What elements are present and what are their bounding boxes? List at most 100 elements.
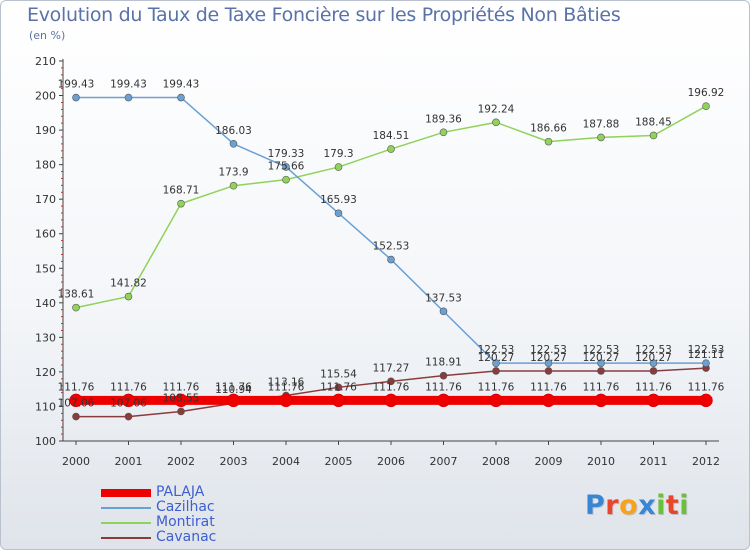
y-tick-label: 150 — [35, 262, 56, 275]
data-label: 196.92 — [688, 87, 725, 99]
data-point — [69, 393, 83, 408]
x-tick-label: 2003 — [220, 455, 248, 468]
data-label: 111.76 — [320, 381, 357, 393]
x-tick-label: 2006 — [377, 455, 405, 468]
data-label: 121.11 — [688, 349, 725, 361]
y-tick-label: 190 — [35, 124, 56, 137]
legend-label: Cazilhac — [156, 499, 215, 515]
y-tick-label: 200 — [35, 90, 56, 103]
y-tick-label: 140 — [35, 297, 56, 310]
logo-letter: P — [585, 490, 606, 521]
data-point — [439, 307, 448, 316]
data-point — [439, 128, 448, 137]
data-point — [492, 118, 500, 127]
data-point — [597, 359, 605, 367]
data-label: 111.76 — [425, 381, 462, 393]
legend-item: PALAJA — [101, 484, 301, 500]
legend-item: Cavanac — [101, 529, 301, 545]
data-point — [387, 255, 395, 264]
x-tick-label: 2010 — [587, 455, 615, 468]
logo-letter: t — [665, 490, 680, 521]
data-point — [384, 393, 398, 408]
data-point — [649, 131, 658, 140]
data-label: 192.24 — [478, 103, 515, 115]
y-tick-label: 130 — [35, 331, 56, 344]
data-label: 179.3 — [323, 148, 353, 160]
data-point — [649, 367, 658, 375]
legend-label: Montirat — [156, 514, 215, 530]
data-point — [489, 393, 503, 408]
data-label: 122.53 — [635, 344, 672, 356]
data-label: 111.76 — [478, 381, 515, 393]
data-point — [436, 393, 451, 408]
data-point — [72, 93, 80, 102]
data-label: 168.71 — [163, 185, 200, 197]
data-label: 115.54 — [320, 368, 357, 380]
y-tick-label: 180 — [35, 159, 56, 172]
data-label: 120.27 — [635, 352, 672, 364]
data-label: 152.53 — [373, 241, 410, 253]
data-label: 107.06 — [110, 398, 147, 410]
data-point — [597, 133, 605, 142]
x-tick-label: 2004 — [272, 455, 300, 468]
legend-item: Montirat — [101, 514, 301, 530]
logo-letter: x — [638, 490, 657, 521]
x-tick-label: 2009 — [535, 455, 563, 468]
data-point — [72, 303, 80, 312]
y-tick-label: 160 — [35, 228, 56, 241]
x-tick-label: 2002 — [167, 455, 195, 468]
data-label: 188.45 — [635, 116, 672, 128]
data-label: 122.53 — [688, 344, 725, 356]
data-label: 199.43 — [58, 79, 95, 91]
logo-letter: i — [679, 490, 690, 521]
data-point — [174, 393, 188, 408]
data-point — [334, 163, 343, 171]
y-tick-label: 110 — [35, 400, 56, 413]
data-label: 111.76 — [110, 381, 147, 393]
data-label: 141.82 — [110, 278, 147, 290]
data-point — [649, 359, 658, 367]
data-label: 111.76 — [58, 381, 95, 393]
y-tick-label: 210 — [35, 55, 56, 68]
data-label: 108.55 — [163, 392, 200, 404]
data-point — [177, 407, 185, 416]
data-point — [492, 367, 500, 375]
proxiti-logo: Proxiti — [585, 490, 689, 521]
data-point — [544, 137, 553, 146]
legend-swatch — [101, 507, 151, 509]
logo-letter: i — [656, 490, 666, 521]
chart-subtitle: (en %) — [29, 29, 66, 42]
data-point — [597, 367, 605, 375]
data-point — [72, 412, 80, 421]
data-label: 120.27 — [583, 352, 620, 364]
data-label: 187.88 — [583, 118, 620, 130]
data-point — [702, 102, 710, 110]
data-label: 111.76 — [635, 381, 672, 393]
data-point — [331, 393, 346, 408]
data-label: 179.33 — [268, 148, 305, 160]
data-point — [124, 93, 133, 102]
data-point — [646, 393, 661, 408]
x-tick-label: 2005 — [325, 455, 353, 468]
legend-item: Cazilhac — [101, 499, 301, 515]
data-label: 184.51 — [373, 130, 410, 142]
x-tick-label: 2001 — [115, 455, 143, 468]
data-label: 113.16 — [268, 377, 305, 389]
data-label: 111.76 — [268, 381, 305, 393]
data-label: 186.03 — [215, 125, 252, 137]
data-label: 165.93 — [320, 194, 357, 206]
data-label: 111.76 — [583, 381, 620, 393]
data-point — [124, 412, 133, 421]
data-point — [594, 393, 608, 408]
data-label: 173.9 — [218, 167, 248, 179]
data-label: 199.43 — [110, 79, 147, 91]
x-tick-label: 2007 — [430, 455, 458, 468]
y-tick-label: 100 — [35, 435, 56, 448]
data-point — [121, 393, 136, 408]
legend: PALAJA Cazilhac Montirat Cavanac — [101, 484, 301, 545]
data-label: 111.76 — [373, 381, 410, 393]
data-point — [541, 393, 556, 408]
data-point — [229, 181, 238, 190]
